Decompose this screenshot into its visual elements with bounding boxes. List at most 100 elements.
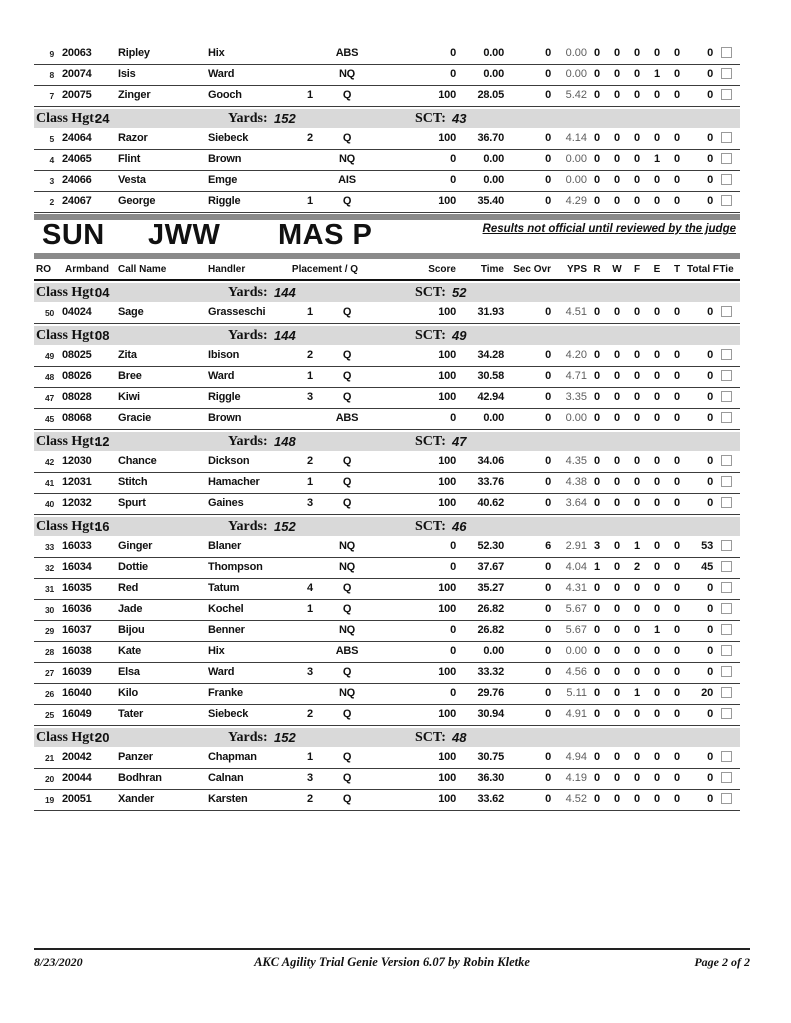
tie-checkbox bbox=[721, 306, 732, 317]
handler-name: Grasseschi bbox=[208, 306, 266, 318]
footer-app-credit: AKC Agility Trial Genie Version 6.07 by … bbox=[254, 955, 530, 969]
main-results-section: Class Hgt: 04 Yards: 144 SCT: 52 50 04024 Sage Gr… bbox=[34, 283, 740, 811]
time-value: 36.30 bbox=[477, 772, 504, 784]
refusal-faults: 0 bbox=[594, 666, 600, 678]
tie-checkbox bbox=[721, 455, 732, 466]
run-order: 25 bbox=[44, 710, 54, 720]
run-order: 32 bbox=[44, 563, 54, 573]
t-faults: 0 bbox=[674, 497, 680, 509]
e-faults: 0 bbox=[654, 603, 660, 615]
handler-name: Thompson bbox=[208, 561, 263, 573]
armband-number: 16036 bbox=[62, 603, 92, 615]
time-value: 42.94 bbox=[477, 391, 504, 403]
qualify-result: NQ bbox=[338, 687, 356, 699]
score-value: 100 bbox=[438, 708, 456, 720]
tie-cell bbox=[713, 705, 740, 725]
run-order: 28 bbox=[44, 647, 54, 657]
section-divider-bar-top bbox=[34, 214, 740, 220]
total-faults: 0 bbox=[707, 645, 713, 657]
tie-checkbox bbox=[721, 68, 732, 79]
yards-label: Yards: bbox=[228, 434, 268, 449]
time-value: 31.93 bbox=[477, 306, 504, 318]
run-order: 27 bbox=[44, 668, 54, 678]
f-faults: 0 bbox=[634, 497, 640, 509]
run-order: 26 bbox=[44, 689, 54, 699]
total-faults: 0 bbox=[707, 497, 713, 509]
run-order: 45 bbox=[44, 414, 54, 424]
refusal-faults: 0 bbox=[594, 47, 600, 59]
e-faults: 0 bbox=[654, 540, 660, 552]
seconds-over: 0 bbox=[545, 174, 551, 186]
tie-checkbox bbox=[721, 708, 732, 719]
time-value: 0.00 bbox=[483, 412, 504, 424]
wrong-course-faults: 0 bbox=[614, 497, 620, 509]
call-name: Ripley bbox=[118, 47, 150, 59]
yps-value: 0.00 bbox=[565, 174, 587, 186]
time-value: 0.00 bbox=[483, 47, 504, 59]
score-value: 0 bbox=[450, 624, 456, 636]
qualify-result: NQ bbox=[338, 153, 356, 165]
sct-label: SCT: bbox=[415, 285, 446, 300]
e-faults: 1 bbox=[654, 68, 660, 80]
f-faults: 0 bbox=[634, 603, 640, 615]
run-order: 33 bbox=[44, 542, 54, 552]
handler-name: Gaines bbox=[208, 497, 244, 509]
yps-value: 0.00 bbox=[565, 645, 587, 657]
wrong-course-faults: 0 bbox=[614, 412, 620, 424]
class-hgt-label: Class Hgt: bbox=[36, 111, 99, 126]
armband-number: 16039 bbox=[62, 666, 92, 678]
tie-cell bbox=[713, 621, 740, 641]
call-name: Vesta bbox=[118, 174, 146, 186]
e-faults: 0 bbox=[654, 132, 660, 144]
armband-number: 24065 bbox=[62, 153, 92, 165]
tie-cell bbox=[713, 537, 740, 557]
handler-name: Brown bbox=[208, 153, 242, 165]
call-name: Kate bbox=[118, 645, 142, 657]
wrong-course-faults: 0 bbox=[614, 195, 620, 207]
e-faults: 0 bbox=[654, 751, 660, 763]
seconds-over: 0 bbox=[545, 687, 551, 699]
armband-number: 16034 bbox=[62, 561, 92, 573]
handler-name: Blaner bbox=[208, 540, 242, 552]
refusal-faults: 0 bbox=[594, 645, 600, 657]
total-faults: 0 bbox=[707, 47, 713, 59]
t-faults: 0 bbox=[674, 349, 680, 361]
score-value: 100 bbox=[438, 455, 456, 467]
run-order: 4 bbox=[49, 155, 54, 165]
handler-name: Ward bbox=[208, 68, 235, 80]
seconds-over: 0 bbox=[545, 603, 551, 615]
e-faults: 0 bbox=[654, 793, 660, 805]
score-value: 0 bbox=[450, 68, 456, 80]
tie-cell bbox=[713, 494, 740, 514]
seconds-over: 0 bbox=[545, 772, 551, 784]
tie-cell bbox=[713, 86, 740, 106]
tie-cell bbox=[713, 65, 740, 85]
armband-number: 08025 bbox=[62, 349, 92, 361]
f-faults: 2 bbox=[634, 561, 640, 573]
handler-name: Ward bbox=[208, 666, 235, 678]
f-faults: 0 bbox=[634, 47, 640, 59]
wrong-course-faults: 0 bbox=[614, 666, 620, 678]
total-faults: 0 bbox=[707, 89, 713, 101]
total-faults: 0 bbox=[707, 772, 713, 784]
t-faults: 0 bbox=[674, 603, 680, 615]
column-header-t: T bbox=[673, 264, 681, 275]
trial-day-title: SUN bbox=[42, 219, 105, 251]
handler-name: Hix bbox=[208, 645, 225, 657]
wrong-course-faults: 0 bbox=[614, 370, 620, 382]
yps-value: 4.29 bbox=[565, 195, 587, 207]
refusal-faults: 0 bbox=[594, 412, 600, 424]
seconds-over: 0 bbox=[545, 793, 551, 805]
placement: 1 bbox=[307, 195, 313, 207]
call-name: Tater bbox=[118, 708, 144, 720]
tie-cell bbox=[713, 452, 740, 472]
seconds-over: 0 bbox=[545, 47, 551, 59]
time-value: 34.06 bbox=[477, 455, 504, 467]
score-value: 100 bbox=[438, 772, 456, 784]
call-name: Isis bbox=[118, 68, 136, 80]
result-row: 7 20075 Zinger Gooch 1 Q 100 28.05 0 5.42 0 0 0 0 0 0 bbox=[34, 86, 740, 107]
f-faults: 0 bbox=[634, 772, 640, 784]
time-value: 0.00 bbox=[483, 174, 504, 186]
qualify-result: Q bbox=[342, 455, 352, 467]
f-faults: 0 bbox=[634, 751, 640, 763]
